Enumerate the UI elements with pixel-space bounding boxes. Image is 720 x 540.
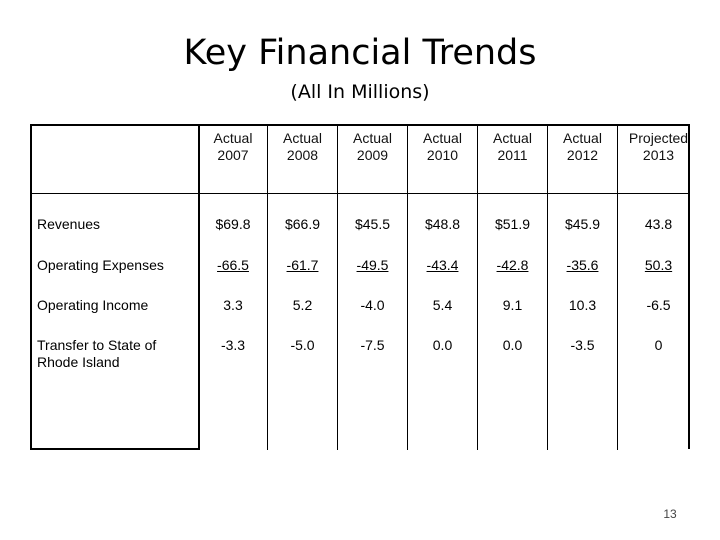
table-cell: $45.5 bbox=[354, 216, 391, 232]
header-cell-label: Actual bbox=[353, 130, 392, 146]
header-cell-year: 2008 bbox=[286, 147, 319, 163]
table-cell: 5.4 bbox=[432, 297, 453, 313]
table-cell: -61.7 bbox=[286, 257, 319, 273]
column-divider bbox=[547, 124, 548, 450]
table-cell: 0 bbox=[654, 337, 663, 353]
header-cell-year: 2010 bbox=[426, 147, 459, 163]
table-cell: 0.0 bbox=[432, 337, 453, 353]
table-cell: -42.8 bbox=[496, 257, 529, 273]
header-cell-year: 2013 bbox=[642, 147, 675, 163]
header-cell-2013: Projected 2013 bbox=[618, 130, 699, 164]
row-label-line: Rhode Island bbox=[37, 354, 120, 370]
column-divider bbox=[617, 124, 618, 450]
table-cell: 43.8 bbox=[644, 216, 673, 232]
page-number: 13 bbox=[663, 507, 677, 521]
row-label: Operating Income bbox=[37, 297, 149, 313]
header-cell-2007: Actual 2007 bbox=[199, 130, 267, 164]
row-label: Transfer to State of Rhode Island bbox=[37, 337, 156, 371]
row-label: Revenues bbox=[37, 216, 101, 232]
table-cell: $69.8 bbox=[215, 216, 251, 232]
table-frame bbox=[30, 124, 690, 449]
table-cell: -6.5 bbox=[646, 297, 671, 313]
table-cell: 0.0 bbox=[502, 337, 523, 353]
table-cell: $48.8 bbox=[424, 216, 461, 232]
table-cell: -4.0 bbox=[360, 297, 385, 313]
table-cell: -3.5 bbox=[570, 337, 595, 353]
header-cell-2011: Actual 2011 bbox=[478, 130, 547, 164]
table-cell: -66.5 bbox=[217, 257, 249, 273]
column-divider bbox=[267, 124, 268, 450]
table-cell: -49.5 bbox=[356, 257, 389, 273]
header-cell-year: 2012 bbox=[566, 147, 599, 163]
table-cell: -7.5 bbox=[360, 337, 385, 353]
row-label-line: Transfer to State of bbox=[37, 337, 157, 353]
column-divider bbox=[477, 124, 478, 450]
table-cell: -43.4 bbox=[426, 257, 459, 273]
table-cell: $66.9 bbox=[284, 216, 321, 232]
table-cell: $51.9 bbox=[494, 216, 531, 232]
table-cell: -3.3 bbox=[220, 337, 246, 353]
slide-subtitle: (All In Millions) bbox=[290, 81, 430, 103]
header-cell-label: Actual bbox=[213, 130, 253, 146]
table-cell: -5.0 bbox=[290, 337, 315, 353]
header-cell-year: 2007 bbox=[217, 147, 249, 163]
header-cell-2009: Actual 2009 bbox=[338, 130, 407, 164]
column-divider bbox=[198, 124, 200, 450]
header-cell-label: Actual bbox=[493, 130, 532, 146]
table-cell: 3.3 bbox=[223, 297, 243, 313]
header-cell-year: 2011 bbox=[497, 147, 528, 163]
header-cell-label: Projected bbox=[628, 130, 689, 146]
table-cell: 5.2 bbox=[292, 297, 313, 313]
table-cell: 10.3 bbox=[568, 297, 597, 313]
column-divider bbox=[337, 124, 338, 450]
header-cell-2008: Actual 2008 bbox=[268, 130, 337, 164]
header-cell-label: Actual bbox=[423, 130, 462, 146]
table-frame-bottom bbox=[30, 448, 198, 450]
table-cell: $45.9 bbox=[564, 216, 601, 232]
header-divider bbox=[30, 193, 690, 194]
table-cell: -35.6 bbox=[566, 257, 599, 273]
header-cell-year: 2009 bbox=[356, 147, 389, 163]
table-cell: 9.1 bbox=[502, 297, 523, 313]
slide-title: Key Financial Trends bbox=[183, 33, 537, 73]
row-label: Operating Expenses bbox=[37, 257, 164, 273]
header-cell-2012: Actual 2012 bbox=[548, 130, 617, 164]
table-cell: 50.3 bbox=[644, 257, 673, 273]
column-divider bbox=[407, 124, 408, 450]
header-cell-2010: Actual 2010 bbox=[408, 130, 477, 164]
header-cell-label: Actual bbox=[283, 130, 322, 146]
header-cell-label: Actual bbox=[563, 130, 602, 146]
